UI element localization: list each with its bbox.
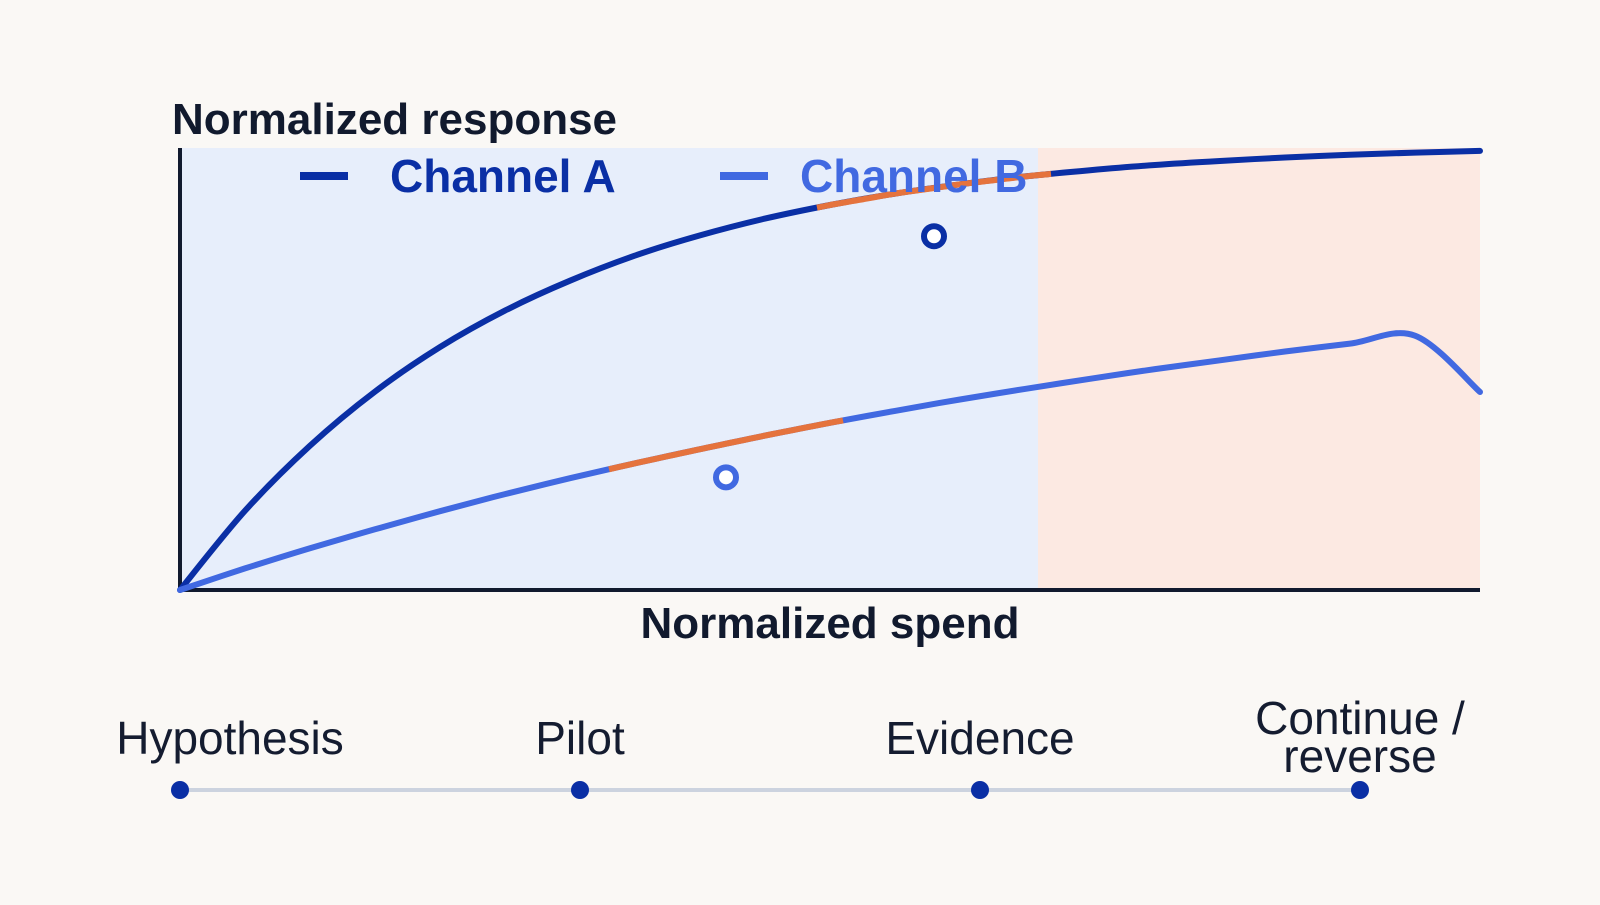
highlight-segment-channel-b xyxy=(608,417,844,473)
timeline-label-pilot: Pilot xyxy=(535,712,625,764)
timeline-dot-1 xyxy=(171,781,189,799)
legend: Channel A Channel B xyxy=(300,150,1027,202)
region-band-1 xyxy=(180,148,1038,590)
timeline-label-evidence: Evidence xyxy=(885,712,1074,764)
legend-label-channel-a: Channel A xyxy=(390,150,616,202)
timeline-dot-3 xyxy=(971,781,989,799)
highlight-layer xyxy=(608,170,1052,473)
x-axis-title: Normalized spend xyxy=(641,599,1020,648)
y-axis-title: Normalized response xyxy=(172,95,617,144)
highlight-segment-channel-a xyxy=(816,170,1052,211)
timeline-dot-2 xyxy=(571,781,589,799)
region-band-2 xyxy=(1038,148,1480,590)
timeline-label-continue-reverse: Continue / reverse xyxy=(1255,692,1465,782)
timeline-label-hypothesis: Hypothesis xyxy=(116,712,344,764)
regions-layer xyxy=(180,148,1480,590)
legend-label-channel-b: Channel B xyxy=(800,150,1027,202)
marker-point-channel-b xyxy=(713,464,739,491)
axes xyxy=(178,148,1480,592)
marker-point-channel-a xyxy=(921,223,947,250)
timeline-dot-4 xyxy=(1351,781,1369,799)
marker-layer xyxy=(713,223,947,491)
timeline: Hypothesis Pilot Evidence Continue / reverse xyxy=(116,692,1465,799)
